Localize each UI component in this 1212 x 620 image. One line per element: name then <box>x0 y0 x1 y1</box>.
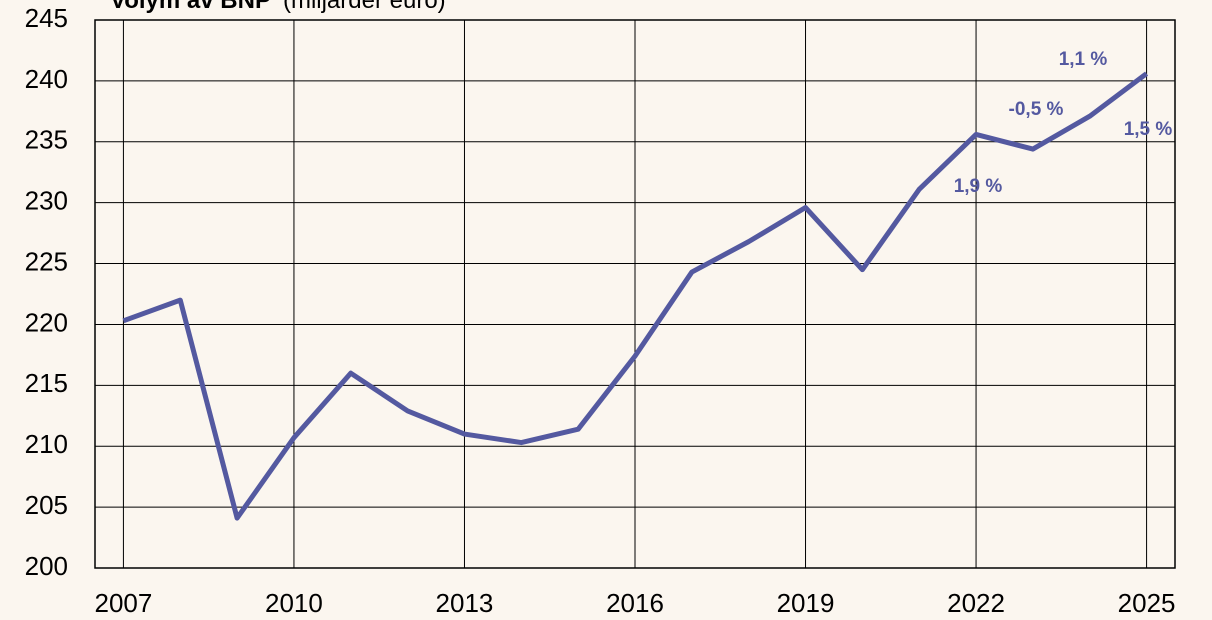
annotation: 1,5 % <box>1124 119 1173 140</box>
y-tick-label: 220 <box>25 307 68 337</box>
chart-title: Volym av BNP (miljarder euro) <box>110 0 446 14</box>
y-tick-label: 225 <box>25 246 68 276</box>
x-tick-label: 2022 <box>947 588 1005 618</box>
title: Volym av BNP <box>110 0 271 14</box>
y-tick-label: 240 <box>25 64 68 94</box>
y-tick-label: 230 <box>25 186 68 216</box>
x-tick-label: 2013 <box>436 588 494 618</box>
y-tick-label: 245 <box>25 3 68 33</box>
x-tick-label: 2010 <box>265 588 323 618</box>
annotation: 1,1 % <box>1059 49 1108 70</box>
y-tick-label: 235 <box>25 125 68 155</box>
subtitle: (miljarder euro) <box>283 0 446 14</box>
y-tick-label: 215 <box>25 368 68 398</box>
plot-frame <box>94 19 1176 569</box>
x-tick-label: 2019 <box>777 588 835 618</box>
annotation: 1,9 % <box>954 176 1003 197</box>
y-tick-label: 210 <box>25 429 68 459</box>
x-tick-label: 2007 <box>94 588 152 618</box>
y-tick-label: 205 <box>25 490 68 520</box>
annotation: -0,5 % <box>1009 99 1064 120</box>
data-line <box>122 71 1149 521</box>
y-tick-label: 200 <box>25 551 68 581</box>
x-tick-label: 2025 <box>1118 588 1176 618</box>
x-tick-label: 2016 <box>606 588 664 618</box>
